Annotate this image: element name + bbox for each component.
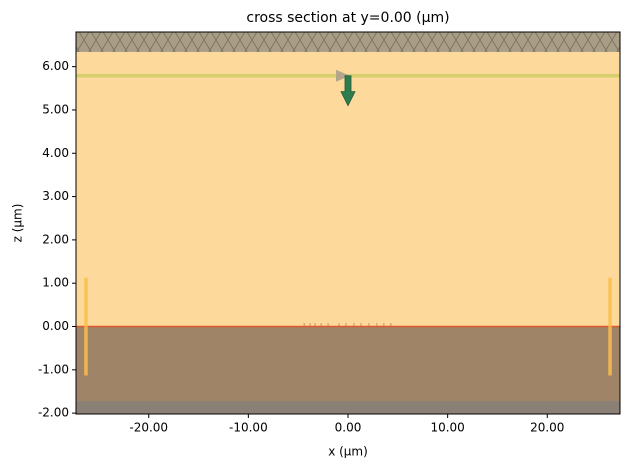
plot-area <box>76 32 620 414</box>
y-tick-label: 6.00 <box>42 59 69 73</box>
pml-hatch <box>76 32 620 52</box>
polarization-marker <box>336 69 350 82</box>
x-axis-label: x (µm) <box>328 445 368 459</box>
y-tick-label: -1.00 <box>38 362 69 376</box>
y-tick-label: 2.00 <box>42 232 69 246</box>
x-tick-label: -10.00 <box>229 421 268 435</box>
y-axis-label: z (µm) <box>11 204 25 243</box>
structure-box <box>76 326 620 402</box>
y-tick-label: 4.00 <box>42 146 69 160</box>
y-tick-label: 3.00 <box>42 189 69 203</box>
x-tick-label: 20.00 <box>530 421 564 435</box>
x-tick-label: 0.00 <box>335 421 362 435</box>
y-tick-label: 1.00 <box>42 276 69 290</box>
x-tick-label: 10.00 <box>430 421 464 435</box>
y-tick-label: 5.00 <box>42 102 69 116</box>
y-tick-label: -2.00 <box>38 406 69 420</box>
structure-box <box>76 401 620 414</box>
chart-title: cross section at y=0.00 (µm) <box>246 10 449 26</box>
x-tick-label: -20.00 <box>129 421 168 435</box>
direction-arrow <box>340 75 356 107</box>
y-tick-label: 0.00 <box>42 319 69 333</box>
